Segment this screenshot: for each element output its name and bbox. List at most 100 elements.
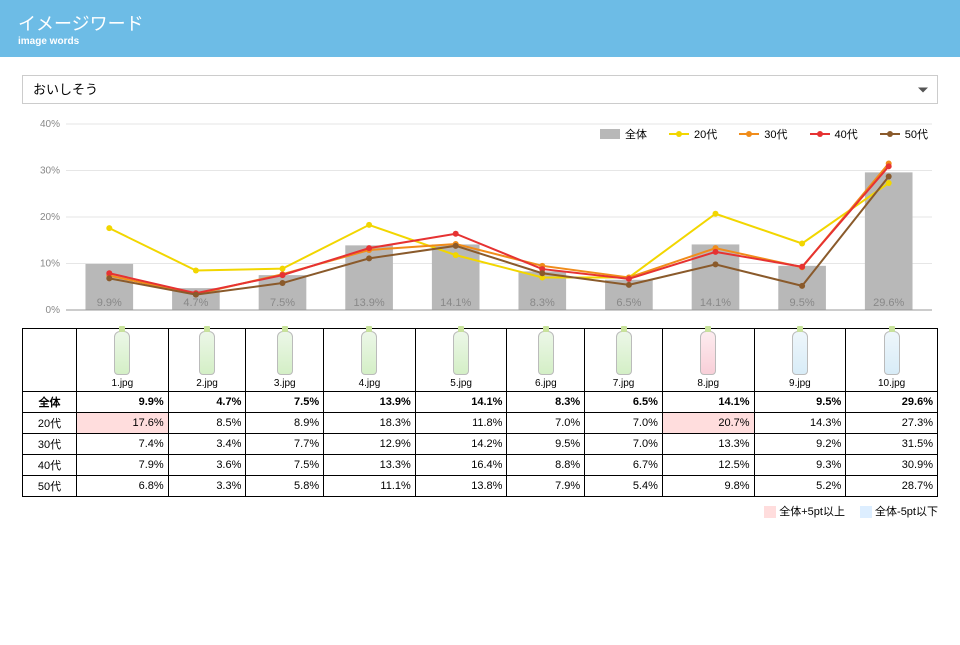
image-filename: 9.jpg (759, 378, 842, 389)
table-row: 50代6.8%3.3%5.8%11.1%13.8%7.9%5.4%9.8%5.2… (23, 476, 938, 497)
combo-chart: 0%10%20%30%40%9.9%4.7%7.5%13.9%14.1%8.3%… (22, 118, 938, 328)
table-row: 40代7.9%3.6%7.5%13.3%16.4%8.8%6.7%12.5%9.… (23, 455, 938, 476)
image-filename: 4.jpg (328, 378, 411, 389)
table-cell: 29.6% (846, 392, 938, 413)
table-cell: 14.3% (754, 413, 846, 434)
svg-text:29.6%: 29.6% (873, 297, 904, 309)
table-cell: 13.3% (662, 434, 754, 455)
svg-text:14.1%: 14.1% (440, 297, 471, 309)
table-cell: 9.3% (754, 455, 846, 476)
product-thumbnail (616, 331, 632, 375)
table-image-cell: 9.jpg (754, 329, 846, 392)
table-row: 30代7.4%3.4%7.7%12.9%14.2%9.5%7.0%13.3%9.… (23, 434, 938, 455)
product-thumbnail (199, 331, 215, 375)
svg-text:9.5%: 9.5% (790, 297, 815, 309)
page-title-jp: イメージワード (18, 10, 942, 36)
table-row: 全体9.9%4.7%7.5%13.9%14.1%8.3%6.5%14.1%9.5… (23, 392, 938, 413)
table-cell: 7.9% (507, 476, 585, 497)
table-cell: 8.3% (507, 392, 585, 413)
table-cell: 30.9% (846, 455, 938, 476)
image-filename: 6.jpg (511, 378, 580, 389)
table-cell: 7.5% (246, 392, 324, 413)
word-select-wrap: おいしそう (22, 75, 938, 104)
chart-legend: 全体 .line-swatch[style*='#f2d600']::after{… (600, 126, 928, 142)
table-cell: 28.7% (846, 476, 938, 497)
table-row-label: 40代 (23, 455, 77, 476)
svg-text:13.9%: 13.9% (353, 297, 384, 309)
table-cell: 7.5% (246, 455, 324, 476)
table-cell: 14.2% (415, 434, 507, 455)
legend-item-line: .line-swatch[style*='#8a5a2b']::after{ba… (880, 126, 928, 142)
svg-text:10%: 10% (40, 259, 60, 270)
table-cell: 9.8% (662, 476, 754, 497)
table-cell: 13.3% (324, 455, 416, 476)
table-cell: 4.7% (168, 392, 246, 413)
svg-text:0%: 0% (46, 305, 61, 316)
table-cell: 13.8% (415, 476, 507, 497)
footnote-swatch-blue (860, 506, 872, 518)
table-cell: 5.2% (754, 476, 846, 497)
table-cell: 3.6% (168, 455, 246, 476)
svg-text:20%: 20% (40, 212, 60, 223)
svg-text:30%: 30% (40, 166, 60, 177)
table-cell: 16.4% (415, 455, 507, 476)
table-cell: 7.0% (585, 434, 663, 455)
table-cell: 12.5% (662, 455, 754, 476)
table-image-cell: 1.jpg (77, 329, 169, 392)
table-cell: 18.3% (324, 413, 416, 434)
table-row-label: 30代 (23, 434, 77, 455)
page-header: イメージワード image words (0, 0, 960, 57)
product-thumbnail (792, 331, 808, 375)
legend-line-label: 30代 (764, 126, 787, 142)
table-cell: 13.9% (324, 392, 416, 413)
table-cell: 14.1% (415, 392, 507, 413)
image-filename: 8.jpg (667, 378, 750, 389)
table-cell: 7.7% (246, 434, 324, 455)
image-filename: 10.jpg (850, 378, 933, 389)
product-thumbnail (538, 331, 554, 375)
footnote-swatch-pink (764, 506, 776, 518)
table-cell: 5.8% (246, 476, 324, 497)
table-cell: 8.5% (168, 413, 246, 434)
product-thumbnail (361, 331, 377, 375)
legend-footnote: 全体+5pt以上 全体-5pt以下 (22, 503, 938, 519)
svg-text:8.3%: 8.3% (530, 297, 555, 309)
table-cell: 9.5% (507, 434, 585, 455)
legend-line-swatch: .line-swatch[style*='#f2d600']::after{ba… (669, 133, 689, 135)
table-cell: 9.2% (754, 434, 846, 455)
svg-text:4.7%: 4.7% (183, 297, 208, 309)
svg-text:6.5%: 6.5% (616, 297, 641, 309)
footnote-blue-label: 全体-5pt以下 (875, 506, 938, 518)
table-image-row: 1.jpg2.jpg3.jpg4.jpg5.jpg6.jpg7.jpg8.jpg… (23, 329, 938, 392)
product-thumbnail (884, 331, 900, 375)
table-cell: 8.9% (246, 413, 324, 434)
footnote-pink-label: 全体+5pt以上 (779, 506, 845, 518)
table-cell: 17.6% (77, 413, 169, 434)
table-cell: 12.9% (324, 434, 416, 455)
table-cell: 9.9% (77, 392, 169, 413)
legend-bar-label: 全体 (625, 126, 647, 142)
legend-item-bar: 全体 (600, 126, 647, 142)
image-filename: 5.jpg (420, 378, 503, 389)
table-cell: 7.0% (507, 413, 585, 434)
legend-line-swatch: .line-swatch[style*='#e63232']::after{ba… (810, 133, 830, 135)
table-row-label: 50代 (23, 476, 77, 497)
product-thumbnail (277, 331, 293, 375)
table-cell: 20.7% (662, 413, 754, 434)
legend-item-line: .line-swatch[style*='#e63232']::after{ba… (810, 126, 858, 142)
table-cell: 6.7% (585, 455, 663, 476)
table-image-cell: 5.jpg (415, 329, 507, 392)
table-row: 20代17.6%8.5%8.9%18.3%11.8%7.0%7.0%20.7%1… (23, 413, 938, 434)
image-filename: 1.jpg (81, 378, 164, 389)
legend-line-label: 20代 (694, 126, 717, 142)
table-cell: 3.3% (168, 476, 246, 497)
svg-text:40%: 40% (40, 119, 60, 130)
word-select[interactable]: おいしそう (22, 75, 938, 104)
legend-line-label: 50代 (905, 126, 928, 142)
image-filename: 7.jpg (589, 378, 658, 389)
table-cell: 3.4% (168, 434, 246, 455)
table-cell: 7.4% (77, 434, 169, 455)
image-filename: 3.jpg (250, 378, 319, 389)
table-cell: 14.1% (662, 392, 754, 413)
svg-text:9.9%: 9.9% (97, 297, 122, 309)
